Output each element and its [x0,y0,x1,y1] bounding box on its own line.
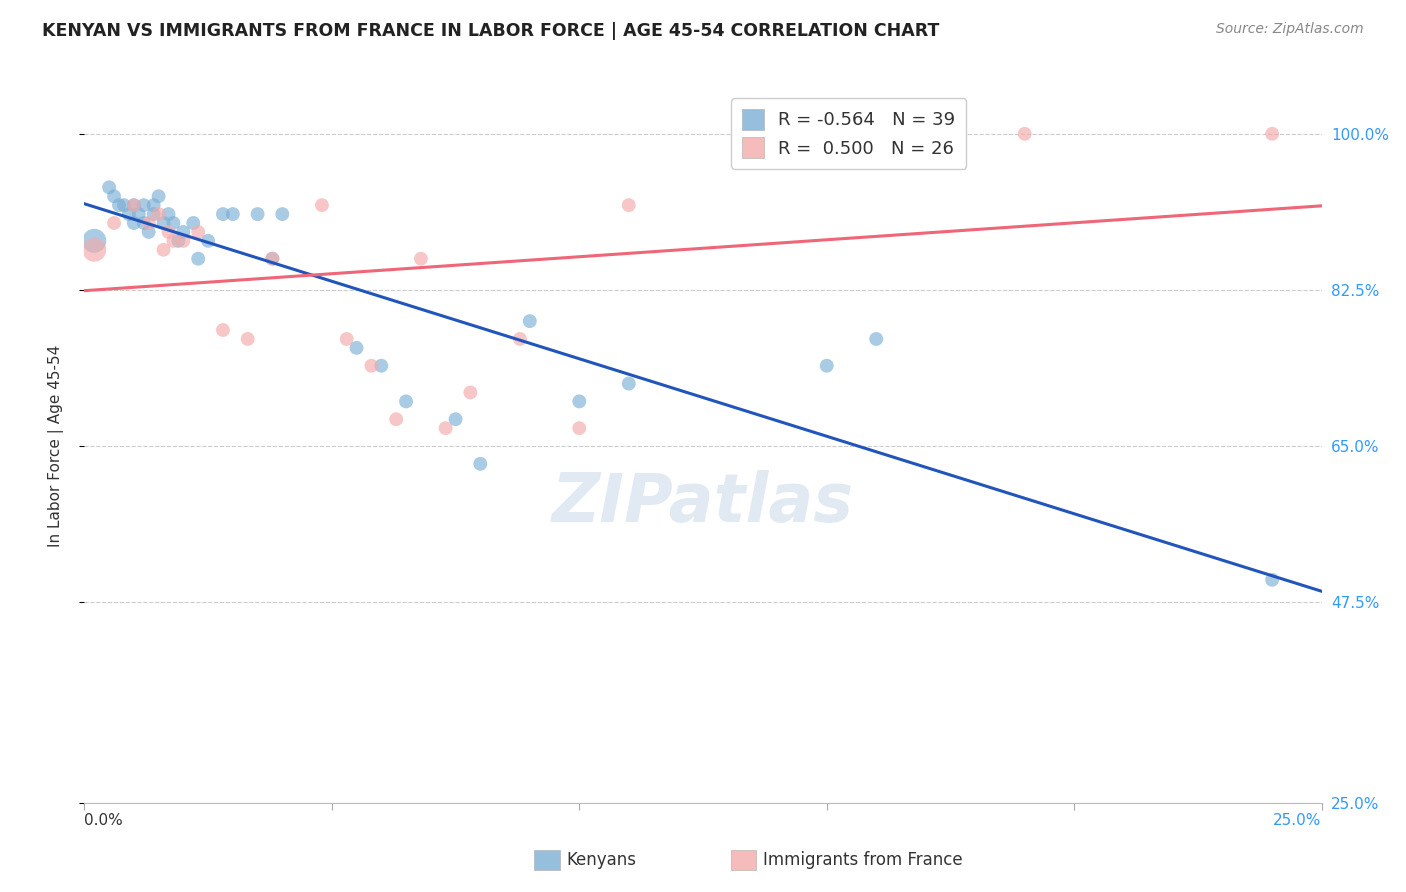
Point [108,198,131,212]
Point [122,198,145,212]
Point [167,234,190,248]
Text: 25.0%: 25.0% [1274,814,1322,828]
Point [346,341,368,355]
Point [122,216,145,230]
Point [83,243,105,257]
Point [128,207,150,221]
Point [815,359,838,373]
Point [617,198,640,212]
Point [865,332,887,346]
Point [1261,127,1284,141]
Point [1014,127,1036,141]
Point [162,216,184,230]
Point [118,207,141,221]
Point [815,136,838,150]
Point [148,207,170,221]
Point [212,207,235,221]
Point [222,207,245,221]
Point [519,314,541,328]
Point [271,207,294,221]
Point [360,359,382,373]
Point [434,421,457,435]
Point [142,207,165,221]
Text: KENYAN VS IMMIGRANTS FROM FRANCE IN LABOR FORCE | AGE 45-54 CORRELATION CHART: KENYAN VS IMMIGRANTS FROM FRANCE IN LABO… [42,22,939,40]
Point [568,421,591,435]
Point [336,332,359,346]
Point [236,332,259,346]
Point [138,225,160,239]
Text: 0.0%: 0.0% [84,814,124,828]
Point [395,394,418,409]
Point [152,216,174,230]
Point [311,198,333,212]
Point [409,252,432,266]
Point [132,216,155,230]
Point [112,198,135,212]
Point [262,252,284,266]
Point [148,189,170,203]
Y-axis label: In Labor Force | Age 45-54: In Labor Force | Age 45-54 [48,345,63,547]
Point [212,323,235,337]
Point [152,243,174,257]
Point [181,216,204,230]
Point [370,359,392,373]
Point [246,207,269,221]
Point [568,394,591,409]
Point [157,225,180,239]
Point [122,198,145,212]
Point [142,198,165,212]
Text: ZIPatlas: ZIPatlas [553,470,853,536]
Point [187,252,209,266]
Point [460,385,482,400]
Point [162,234,184,248]
Point [172,234,194,248]
Point [157,207,180,221]
Point [262,252,284,266]
Point [197,234,219,248]
Point [470,457,492,471]
Text: Source: ZipAtlas.com: Source: ZipAtlas.com [1216,22,1364,37]
Text: Kenyans: Kenyans [567,851,637,869]
Point [83,234,105,248]
Point [444,412,467,426]
Point [103,216,125,230]
Point [172,225,194,239]
Point [385,412,408,426]
Text: Immigrants from France: Immigrants from France [763,851,963,869]
Point [103,189,125,203]
Point [138,216,160,230]
Point [132,198,155,212]
Point [509,332,531,346]
Point [617,376,640,391]
Point [98,180,121,194]
Point [1261,573,1284,587]
Legend: R = -0.564   N = 39, R =  0.500   N = 26: R = -0.564 N = 39, R = 0.500 N = 26 [731,98,966,169]
Point [187,225,209,239]
